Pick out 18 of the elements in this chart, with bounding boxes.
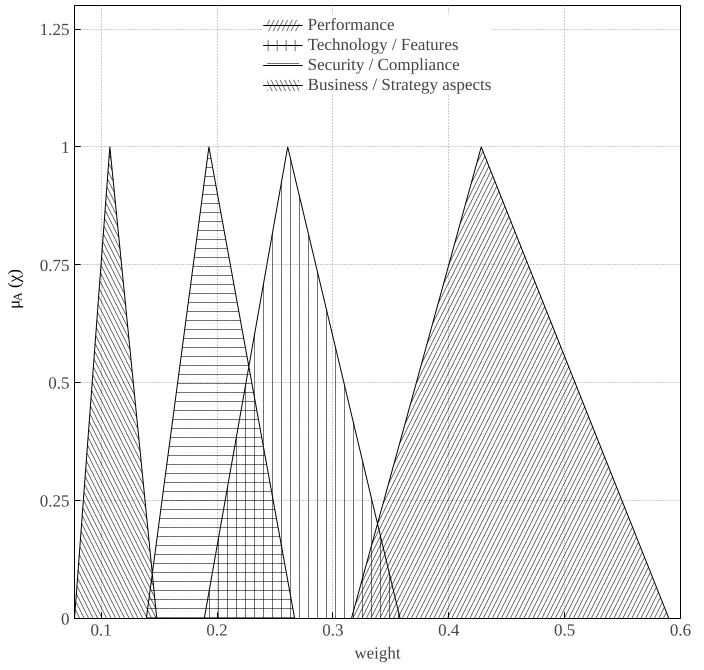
x-tick-label: 0.3 (322, 620, 344, 640)
legend-label: Business / Strategy aspects (308, 75, 492, 95)
y-tick-label: 1.25 (40, 20, 70, 40)
y-tick-label: 1 (61, 138, 70, 157)
x-tick-label: 0.4 (438, 620, 460, 640)
y-tick-label: 0 (61, 610, 70, 628)
x-tick-label: 0.5 (554, 620, 576, 640)
legend-label: Performance (308, 15, 395, 35)
y-axis-title: μA (χ) (4, 269, 24, 309)
x-tick-label: 0.6 (670, 620, 692, 640)
y-tick-label: 0.25 (40, 492, 70, 511)
x-axis-title: weight (354, 644, 401, 662)
x-tick-label: 0.2 (206, 620, 228, 640)
legend-label: Technology / Features (308, 35, 458, 55)
x-tick-label: 0.1 (90, 620, 112, 640)
legend-label: Security / Compliance (308, 55, 460, 75)
y-tick-label: 0.5 (48, 374, 70, 393)
y-tick-label: 0.75 (40, 256, 70, 275)
